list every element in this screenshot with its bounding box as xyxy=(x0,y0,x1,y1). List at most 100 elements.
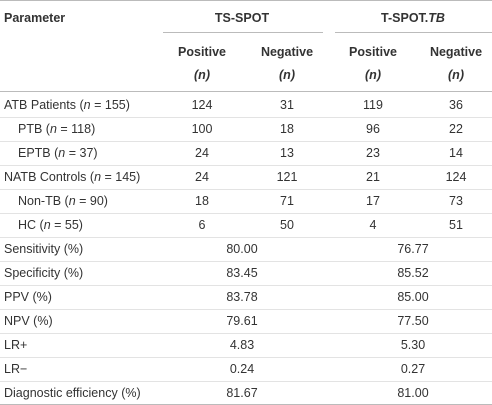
cell-value: 79.61 xyxy=(226,314,258,328)
row-label-rest: = 155) xyxy=(90,98,130,112)
row-label-text: HC ( xyxy=(18,218,44,232)
cell-value: 96 xyxy=(366,122,380,136)
cell-value: 124 xyxy=(445,170,467,184)
row-label-rest: = 145) xyxy=(101,170,141,184)
cell-value: 31 xyxy=(280,98,294,112)
cell-value: 4 xyxy=(369,218,377,232)
row-label: ATB Patients (n = 155) xyxy=(4,98,130,112)
row-label-italic: n xyxy=(94,170,102,184)
group-italic: TB xyxy=(428,11,445,25)
row-label: Diagnostic efficiency (%) xyxy=(4,386,141,400)
rule-line xyxy=(0,213,492,214)
row-label-text: ATB Patients ( xyxy=(4,98,84,112)
row-label-text: Non-TB ( xyxy=(18,194,69,208)
cell-value: 24 xyxy=(195,146,209,160)
subheader-label: Negative xyxy=(429,45,483,59)
cell-value: 83.45 xyxy=(226,266,258,280)
row-label-italic: n xyxy=(58,146,66,160)
row-label-italic: n xyxy=(43,218,51,232)
group-header: T-SPOT.TB xyxy=(381,11,445,25)
row-label-text: PTB ( xyxy=(18,122,50,136)
cell-value: 81.67 xyxy=(226,386,258,400)
cell-value: 83.78 xyxy=(226,290,258,304)
rule-line xyxy=(0,189,492,190)
rule-line xyxy=(335,32,492,33)
subheader-unit: (n) xyxy=(448,68,464,82)
cell-value: 21 xyxy=(366,170,380,184)
cell-value: 77.50 xyxy=(397,314,429,328)
cell-value: 71 xyxy=(280,194,294,208)
row-label: NPV (%) xyxy=(4,314,53,328)
cell-value: 80.00 xyxy=(226,242,258,256)
rule-line xyxy=(0,309,492,310)
row-label-rest: = 118) xyxy=(56,122,96,136)
rule-line xyxy=(0,0,492,1)
group-text: T-SPOT. xyxy=(381,11,429,25)
rule-line xyxy=(0,261,492,262)
cell-value: 18 xyxy=(195,194,209,208)
row-label-rest: = 37) xyxy=(65,146,98,160)
cell-value: 85.00 xyxy=(397,290,429,304)
cell-value: 5.30 xyxy=(400,338,426,352)
row-label-text: EPTB ( xyxy=(18,146,59,160)
subheader-unit: (n) xyxy=(365,68,381,82)
row-label-italic: n xyxy=(83,98,91,112)
group-text: TS-SPOT xyxy=(214,11,270,25)
cell-value: 17 xyxy=(366,194,380,208)
cell-value: 121 xyxy=(276,170,298,184)
rule-line xyxy=(0,381,492,382)
subheader-label: Negative xyxy=(260,45,314,59)
rule-line xyxy=(0,117,492,118)
cell-value: 0.24 xyxy=(229,362,255,376)
subheader-unit: (n) xyxy=(279,68,295,82)
rule-line xyxy=(0,237,492,238)
row-label: NATB Controls (n = 145) xyxy=(4,170,140,184)
cell-value: 0.27 xyxy=(400,362,426,376)
rule-line xyxy=(0,141,492,142)
cell-value: 14 xyxy=(449,146,463,160)
row-label: EPTB (n = 37) xyxy=(18,146,98,160)
row-label-italic: n xyxy=(68,194,76,208)
cell-value: 13 xyxy=(280,146,294,160)
rule-line xyxy=(0,285,492,286)
rule-line xyxy=(0,357,492,358)
rule-line xyxy=(163,32,323,33)
row-label: LR+ xyxy=(4,338,28,352)
subheader-label: Positive xyxy=(349,45,397,59)
subheader-label: Positive xyxy=(178,45,226,59)
cell-value: 73 xyxy=(449,194,463,208)
cell-value: 76.77 xyxy=(397,242,429,256)
cell-value: 22 xyxy=(449,122,463,136)
cell-value: 24 xyxy=(195,170,209,184)
row-label: LR− xyxy=(4,362,28,376)
cell-value: 23 xyxy=(366,146,380,160)
cell-value: 100 xyxy=(191,122,213,136)
cell-value: 119 xyxy=(363,98,383,112)
row-label: HC (n = 55) xyxy=(18,218,83,232)
cell-value: 85.52 xyxy=(397,266,429,280)
header-parameter: Parameter xyxy=(4,11,66,25)
subheader-unit: (n) xyxy=(194,68,210,82)
cell-value: 81.00 xyxy=(397,386,429,400)
cell-value: 4.83 xyxy=(229,338,255,352)
cell-value: 18 xyxy=(280,122,294,136)
cell-value: 51 xyxy=(449,218,463,232)
row-label-italic: n xyxy=(49,122,57,136)
cell-value: 124 xyxy=(191,98,213,112)
cell-value: 6 xyxy=(198,218,206,232)
rule-line xyxy=(0,165,492,166)
cell-value: 36 xyxy=(449,98,463,112)
row-label-rest: = 55) xyxy=(50,218,83,232)
group-header: TS-SPOT xyxy=(215,11,269,25)
row-label: PPV (%) xyxy=(4,290,52,304)
cell-value: 50 xyxy=(280,218,294,232)
row-label: Non-TB (n = 90) xyxy=(18,194,108,208)
row-label: Specificity (%) xyxy=(4,266,84,280)
row-label: PTB (n = 118) xyxy=(18,122,95,136)
rule-line xyxy=(0,333,492,334)
row-label: Sensitivity (%) xyxy=(4,242,84,256)
row-label-text: NATB Controls ( xyxy=(4,170,95,184)
row-label-rest: = 90) xyxy=(75,194,108,208)
rule-line xyxy=(0,91,492,92)
